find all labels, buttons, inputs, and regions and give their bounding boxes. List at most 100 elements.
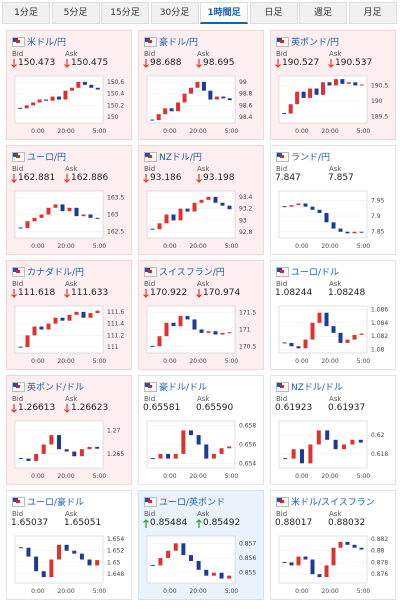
candle-body — [32, 326, 37, 336]
pair-name[interactable]: ユーロ/円 — [27, 153, 67, 163]
pair-name[interactable]: 米ドル/スイスフラン — [291, 498, 375, 508]
y-tick-label: 7.9 — [371, 213, 381, 220]
candle-body — [296, 556, 301, 566]
quote-card[interactable]: 豪ドル/円 Bid Ask 98.688 98.695 99 98.8 98.6 98.4 0:0… — [138, 30, 264, 140]
candle-body — [88, 313, 93, 318]
pair-name[interactable]: ユーロ/ドル — [291, 268, 340, 278]
candle-body — [41, 444, 46, 454]
ask-value: 0.85492 — [203, 518, 241, 528]
candle-body — [171, 214, 176, 221]
pair-name[interactable]: カナダドル/円 — [27, 268, 85, 278]
x-tick-label: 0:00 — [31, 473, 45, 480]
quote-card[interactable]: ユーロ/円 Bid Ask 162.881 162.886 163.5 163 162.5 0:… — [6, 145, 132, 255]
ask-value: 111.633 — [71, 288, 109, 298]
bid-label: Bid — [144, 280, 156, 288]
quote-card[interactable]: 豪ドル/ドル Bid Ask 0.65581 0.65590 0.658 0.656 0.65… — [138, 375, 264, 485]
candle-body — [53, 317, 58, 324]
x-tick-label: 0:00 — [295, 588, 309, 595]
pair-name[interactable]: ユーロ/英ポンド — [159, 498, 226, 508]
flag-icon — [144, 267, 157, 277]
plot-area — [14, 305, 104, 354]
candle-body — [89, 84, 94, 88]
candle-body — [72, 451, 77, 457]
bid-label: Bid — [276, 280, 288, 288]
x-tick-label: 5:00 — [93, 128, 107, 135]
quote-card[interactable]: カナダドル/円 Bid Ask 111.618 111.633 111.6 111.4 111… — [6, 260, 132, 370]
arrow-shape — [143, 519, 149, 528]
ask-value: 0.65590 — [196, 403, 234, 413]
candle-body — [63, 90, 68, 100]
candle-body — [57, 435, 61, 450]
tab[interactable]: 15分足 — [101, 2, 149, 24]
x-tick-label: 0:00 — [295, 243, 309, 250]
pair-name[interactable]: スイスフラン/円 — [159, 268, 225, 278]
candle-body — [199, 329, 204, 333]
flag-part — [148, 500, 152, 503]
candle-body — [95, 217, 100, 219]
candle-body — [37, 99, 42, 103]
quote-card[interactable]: 米ドル/円 Bid Ask 150.473 150.475 150.6 150.4 150.2… — [6, 30, 132, 140]
quote-card[interactable]: ユーロ/英ポンド Bid Ask 0.85484 0.85492 0.857 0.856 0.… — [138, 490, 264, 600]
ask-label: Ask — [197, 280, 210, 288]
pair-name[interactable]: NZドル/円 — [159, 153, 202, 163]
arrow-shape — [11, 59, 17, 68]
arrow-shape — [11, 404, 17, 413]
quote-card[interactable]: 英ポンド/円 Bid Ask 190.527 190.537 190.5 190 189.5 0… — [270, 30, 396, 140]
x-tick-label: 0:00 — [295, 473, 309, 480]
pair-name[interactable]: 米ドル/円 — [27, 38, 67, 48]
tab[interactable]: 1分足 — [2, 2, 50, 24]
bid-value: 0.65581 — [143, 403, 181, 413]
flag-icon — [276, 267, 289, 277]
pair-name[interactable]: 豪ドル/ドル — [159, 383, 208, 393]
ask-value: 98.695 — [203, 58, 235, 68]
trend-arrow — [64, 289, 70, 298]
pair-name[interactable]: 英ポンド/円 — [291, 38, 340, 48]
candle-body — [169, 108, 174, 112]
tab[interactable]: 月足 — [348, 2, 397, 24]
candle-body — [316, 430, 321, 445]
candle-body — [192, 202, 197, 212]
pair-name[interactable]: ユーロ/豪ドル — [27, 498, 85, 508]
flag-icon — [276, 152, 289, 162]
y-tick-label: 170.5 — [239, 343, 256, 350]
pair-name[interactable]: 英ポンド/ドル — [27, 383, 85, 393]
candle-body — [171, 322, 176, 327]
candle-body — [327, 82, 332, 86]
y-tick-label: 98.8 — [239, 91, 253, 98]
candle-body — [81, 214, 86, 217]
tab[interactable]: 週足 — [299, 2, 347, 24]
quote-card[interactable]: ユーロ/ドル Bid Ask 1.08244 1.08248 1.086 1.084 1.08… — [270, 260, 396, 370]
quote-card[interactable]: NZドル/円 Bid Ask 93.186 93.198 93.4 93.2 93 92.8 0:… — [138, 145, 264, 255]
x-tick-label: 5:00 — [357, 473, 371, 480]
quote-card[interactable]: スイスフラン/円 Bid Ask 170.922 170.974 171.5 171 170.… — [138, 260, 264, 370]
candle-body — [176, 102, 181, 112]
ask-value: 1.08248 — [328, 288, 366, 298]
x-tick-label: 20:00 — [321, 473, 338, 480]
bid-label: Bid — [144, 510, 156, 518]
candle-body — [31, 102, 36, 106]
tab[interactable]: 5分足 — [51, 2, 100, 24]
candle-body — [181, 430, 186, 454]
pair-name[interactable]: 豪ドル/円 — [159, 38, 199, 48]
candle-body — [57, 544, 61, 560]
candle-body — [308, 88, 313, 98]
pair-name[interactable]: NZドル/ドル — [291, 383, 343, 393]
bid-label: Bid — [276, 510, 288, 518]
quote-card[interactable]: 米ドル/スイスフラン Bid Ask 0.88017 0.88032 0.882 0.88 0… — [270, 490, 396, 600]
arrow-shape — [64, 289, 70, 298]
candle-body — [352, 231, 357, 234]
tab[interactable]: 日足 — [249, 2, 298, 24]
ask-label: Ask — [197, 50, 210, 58]
candle-body — [156, 114, 161, 121]
quote-card[interactable]: ユーロ/豪ドル Bid Ask 1.65037 1.65051 1.654 1.652 1.6… — [6, 490, 132, 600]
tab[interactable]: 30分足 — [150, 2, 199, 24]
quote-card[interactable]: 英ポンド/ドル Bid Ask 1.26613 1.26623 1.27 1.265 0:00… — [6, 375, 132, 485]
candle-body — [60, 204, 65, 212]
candle-body — [211, 453, 216, 459]
mini-chart: 190.5 190 189.5 0:00 20:00 5:00 — [278, 75, 388, 135]
tab[interactable]: 1時間足 — [200, 2, 248, 24]
y-tick-label: 150.6 — [107, 79, 124, 86]
pair-name[interactable]: ランド/円 — [291, 153, 331, 163]
quote-card[interactable]: NZドル/ドル Bid Ask 0.61923 0.61937 0.62 0.618 0:00… — [270, 375, 396, 485]
quote-card[interactable]: ランド/円 Bid Ask 7.847 7.857 7.95 7.9 7.85 0:00 20:0… — [270, 145, 396, 255]
